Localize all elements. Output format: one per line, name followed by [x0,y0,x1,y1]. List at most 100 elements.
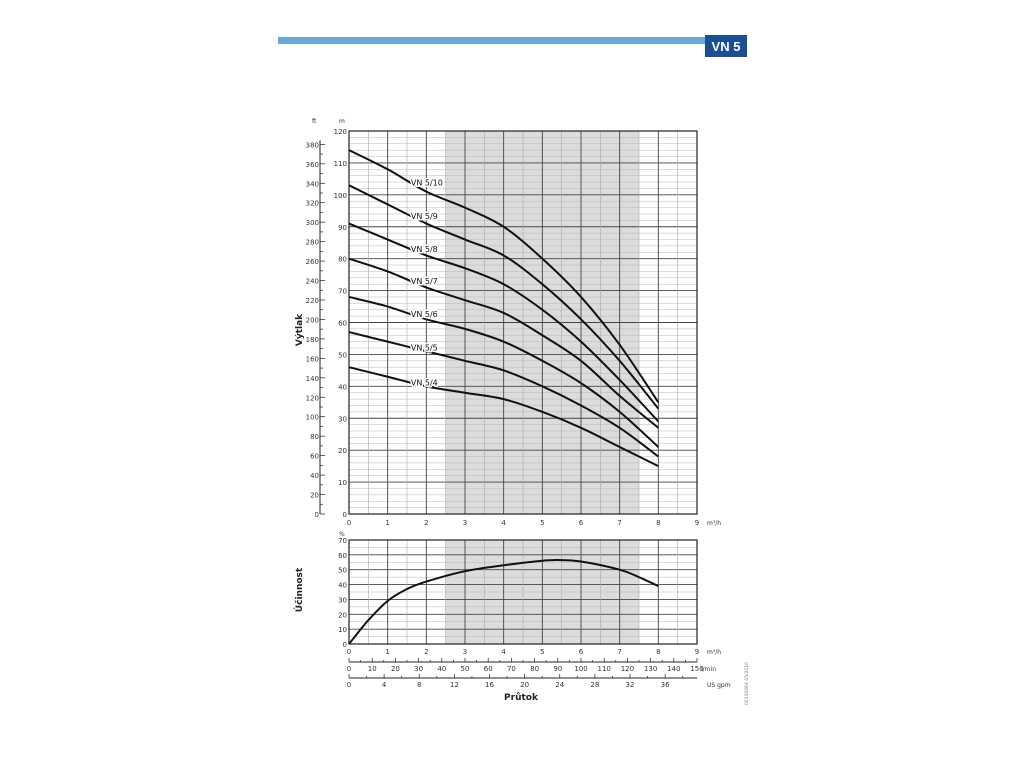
x-tick-label: 9 [695,519,699,527]
y-axis-title: Výtlak [295,313,305,346]
x-unit-label: m³/h [707,649,721,656]
y-tick-label: 20 [338,447,347,455]
head-curve-VN-5-7 [348,257,659,429]
gpm-tick-label: 8 [417,681,421,689]
x-tick-label: 3 [463,519,467,527]
x-unit-label: m³/h [707,520,721,527]
lmin-tick-label: 130 [644,665,657,673]
gpm-tick-label: 28 [590,681,599,689]
y-tick-label: 80 [338,256,347,264]
lmin-tick-label: 60 [484,665,493,673]
x-tick-label: 2 [424,648,428,656]
model-badge: VN 5 [705,35,747,57]
y-tick-label: 10 [338,626,347,634]
ft-tick-label: 20 [310,492,319,500]
y-tick-label: 70 [338,537,347,545]
ft-tick-label: 240 [306,278,319,286]
y-tick-label: 50 [338,351,347,359]
head-curve-VN-5-8 [348,222,660,423]
x-tick-label: 7 [617,648,621,656]
y-tick-label: 40 [338,383,347,391]
y-tick-label: 30 [338,415,347,423]
lmin-tick-label: 120 [621,665,634,673]
ft-tick-label: 60 [310,453,319,461]
ft-tick-label: 200 [306,316,319,324]
y-tick-label: 0 [343,511,347,519]
efficiency-curve [348,558,659,645]
x-tick-label: 3 [463,648,467,656]
ft-tick-label: 360 [306,161,319,169]
x-tick-label: 4 [501,648,506,656]
ft-tick-label: 40 [310,472,319,480]
ft-tick-label: 140 [306,375,319,383]
y-unit-label: m [339,118,345,125]
y-tick-label: 50 [338,567,347,575]
series-label: VN 5/5 [411,343,438,352]
lmin-tick-label: 0 [347,665,351,673]
y-unit-label: % [339,531,345,538]
header-bar [278,37,705,44]
lmin-tick-label: 50 [461,665,470,673]
gpm-tick-label: 32 [626,681,635,689]
head-curve-VN-5-4 [348,366,659,468]
ft-tick-label: 120 [306,394,319,402]
ft-tick-label: 100 [306,414,319,422]
ft-tick-label: 180 [306,336,319,344]
y-tick-label: 100 [334,192,347,200]
ft-tick-label: 280 [306,239,319,247]
lmin-tick-label: 140 [667,665,680,673]
lmin-tick-label: 10 [368,665,377,673]
plot-frame [348,539,698,645]
lmin-tick-label: 40 [437,665,446,673]
ft-tick-label: 380 [306,141,319,149]
head-curve-VN-5-5 [348,331,659,458]
gpm-tick-label: 36 [661,681,670,689]
y-tick-label: 30 [338,596,347,604]
plot-frame [348,130,698,515]
lmin-tick-label: 150 [690,665,703,673]
ft-tick-label: 260 [306,258,319,266]
x-tick-label: 1 [385,519,389,527]
gpm-tick-label: 0 [347,681,351,689]
ft-unit-label: ft [312,118,317,125]
head-curve-VN-5-6 [348,295,660,448]
x-tick-label: 7 [617,519,621,527]
series-label: VN 5/7 [411,277,438,286]
x-tick-label: 2 [424,519,428,527]
series-label: VN 5/10 [411,179,443,188]
y-tick-label: 0 [343,641,347,649]
x-tick-label: 0 [347,648,351,656]
x-axis-title: Průtok [504,692,539,703]
head-curve-VN-5-10 [348,149,660,403]
y-tick-label: 20 [338,611,347,619]
lmin-tick-label: 20 [391,665,400,673]
lmin-tick-label: 100 [574,665,587,673]
series-label: VN 5/8 [411,245,438,254]
x-tick-label: 5 [540,648,544,656]
y-tick-label: 70 [338,288,347,296]
series-label: VN 5/9 [411,212,438,221]
lmin-unit-label: l/min [701,666,716,673]
y-axis-title: Účinnost [293,567,305,612]
series-label: VN 5/6 [411,310,438,319]
lmin-tick-label: 90 [553,665,562,673]
gpm-tick-label: 16 [485,681,494,689]
x-tick-label: 9 [695,648,699,656]
x-tick-label: 6 [579,648,584,656]
y-tick-label: 60 [338,552,347,560]
ft-tick-label: 80 [310,433,319,441]
gpm-tick-label: 4 [382,681,387,689]
x-tick-label: 8 [656,519,660,527]
y-tick-label: 90 [338,224,347,232]
lmin-tick-label: 110 [598,665,611,673]
lmin-tick-label: 80 [530,665,539,673]
series-label: VN 5/4 [411,379,438,388]
lmin-tick-label: 70 [507,665,516,673]
x-tick-label: 5 [540,519,544,527]
y-tick-label: 10 [338,479,347,487]
ft-tick-label: 300 [306,219,319,227]
head-curve-VN-5-9 [348,184,660,410]
y-tick-label: 40 [338,582,347,590]
ft-tick-label: 220 [306,297,319,305]
